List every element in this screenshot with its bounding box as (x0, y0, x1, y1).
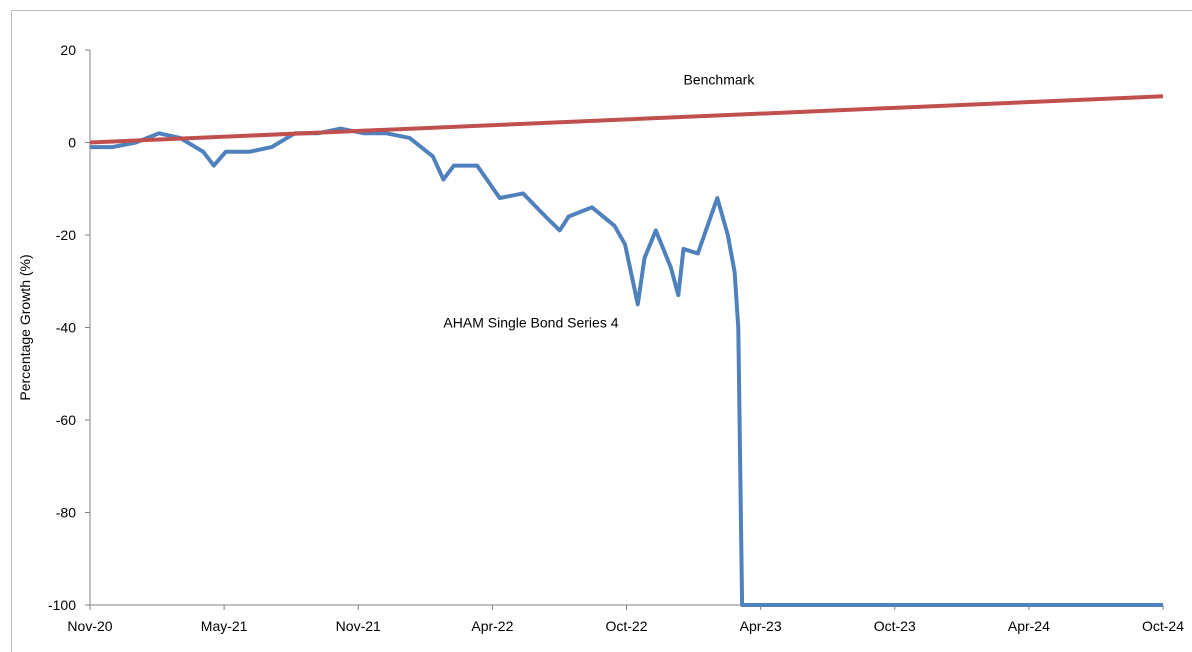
y-tick-label: 0 (68, 135, 76, 151)
x-tick-label: Apr-22 (471, 618, 513, 634)
y-axis-ticks: 20 0 -20 -40 -60 -80 -100 (48, 42, 90, 613)
x-tick-label: Oct-23 (874, 618, 916, 634)
y-tick-label: -100 (48, 597, 76, 613)
series-line-aham-single-bond-series-4 (90, 126, 1163, 607)
y-tick-label: 20 (60, 42, 76, 58)
x-tick-label: Nov-21 (336, 618, 381, 634)
x-axis-ticks: Nov-20 May-21 Nov-21 Apr-22 Oct-22 Apr-23 Oct-… (67, 605, 1184, 634)
x-tick-label: Nov-20 (67, 618, 112, 634)
y-tick-label: -60 (56, 412, 76, 428)
chart-frame (11, 10, 1192, 652)
y-axis-title: Percentage Growth (%) (17, 254, 33, 400)
x-tick-label: Oct-24 (1142, 618, 1184, 634)
series-annotation: Benchmark (684, 72, 756, 88)
x-tick-label: Apr-24 (1008, 618, 1050, 634)
x-tick-label: May-21 (201, 618, 248, 634)
annotations: Benchmark AHAM Single Bond Series 4 (443, 72, 755, 331)
x-tick-label: Apr-23 (740, 618, 782, 634)
y-tick-label: -80 (56, 505, 76, 521)
y-tick-label: -20 (56, 227, 76, 243)
chart-axes (89, 50, 1163, 606)
series-annotation: AHAM Single Bond Series 4 (443, 315, 618, 331)
x-tick-label: Oct-22 (605, 618, 647, 634)
series-line-benchmark (89, 94, 1164, 145)
y-tick-label: -40 (56, 320, 76, 336)
series-layer (89, 94, 1164, 607)
